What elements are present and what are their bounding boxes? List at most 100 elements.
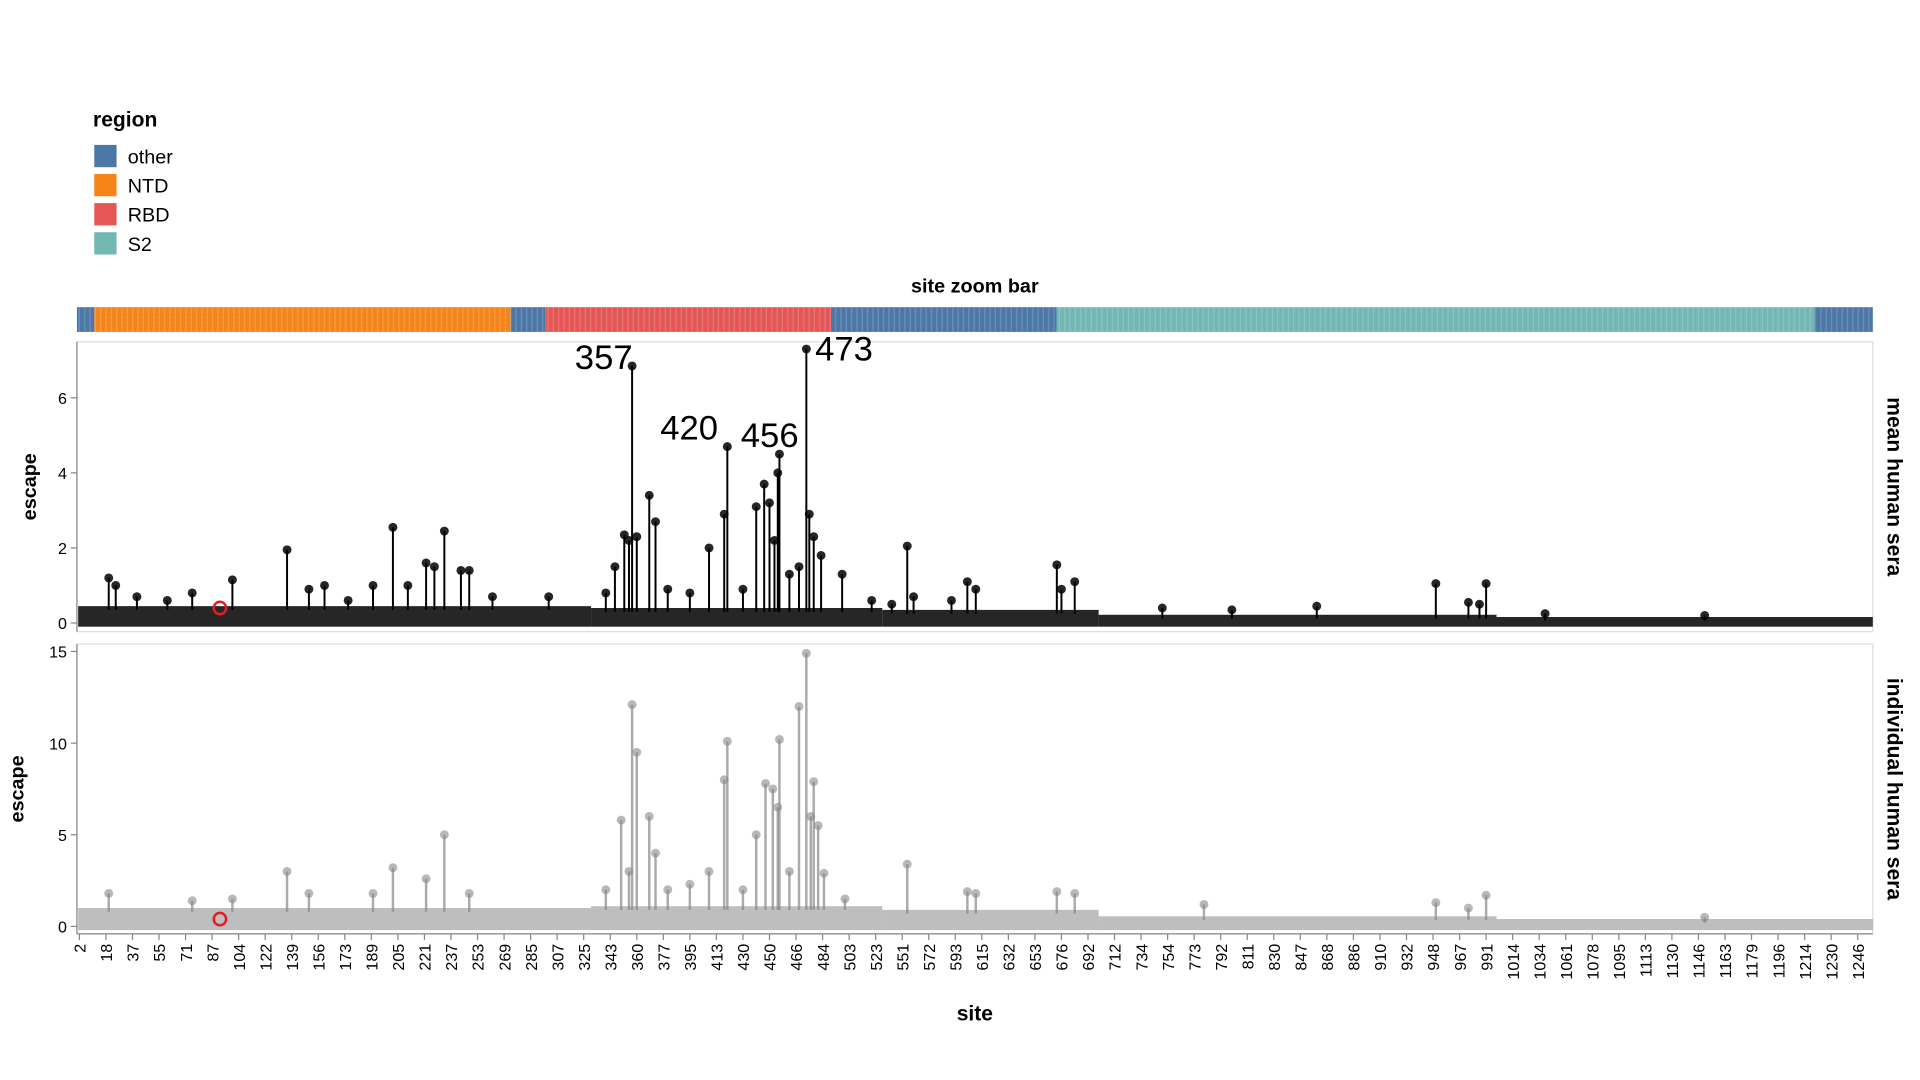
site-100-point[interactable] bbox=[227, 575, 237, 585]
site-395-point[interactable] bbox=[685, 879, 695, 889]
site-520-point[interactable] bbox=[867, 596, 877, 605]
site-440-point[interactable] bbox=[751, 502, 761, 512]
site-248-point[interactable] bbox=[464, 565, 474, 575]
site-473-point[interactable] bbox=[801, 344, 811, 354]
site-610-point[interactable] bbox=[971, 584, 981, 594]
site-248-point[interactable] bbox=[464, 888, 474, 898]
site-456-point[interactable] bbox=[774, 449, 784, 459]
site-473-point[interactable] bbox=[801, 648, 811, 658]
site-100-point[interactable] bbox=[227, 894, 237, 904]
site-202-point[interactable] bbox=[388, 863, 398, 873]
site-395-point[interactable] bbox=[685, 588, 695, 598]
site-190-point[interactable] bbox=[368, 580, 378, 590]
site-610-point[interactable] bbox=[971, 888, 981, 898]
site-468-point[interactable] bbox=[794, 702, 804, 711]
site-150-point[interactable] bbox=[304, 584, 314, 594]
site-357-point[interactable] bbox=[627, 361, 637, 371]
site-991-point[interactable] bbox=[1481, 579, 1491, 589]
site-447-point[interactable] bbox=[761, 778, 770, 788]
site-350-point[interactable] bbox=[616, 815, 626, 825]
site-478-point[interactable] bbox=[809, 532, 819, 542]
site-222-point[interactable] bbox=[421, 874, 431, 884]
site-211-point[interactable] bbox=[403, 580, 413, 590]
site-950-point[interactable] bbox=[1431, 579, 1441, 589]
site-462-point[interactable] bbox=[784, 569, 794, 579]
site-478-point[interactable] bbox=[809, 777, 819, 787]
site-75-point[interactable] bbox=[187, 896, 197, 906]
site-452-point[interactable] bbox=[768, 784, 778, 794]
site-468-point[interactable] bbox=[794, 562, 804, 572]
site-975-point[interactable] bbox=[1463, 903, 1473, 913]
site-420-point[interactable] bbox=[722, 736, 732, 746]
site-136-point[interactable] bbox=[282, 866, 292, 876]
site-20-point[interactable] bbox=[104, 888, 114, 898]
site-233-point[interactable] bbox=[439, 830, 449, 840]
site-357-point[interactable] bbox=[627, 700, 637, 710]
site-481-point[interactable] bbox=[813, 821, 823, 831]
legend-item-other[interactable]: other bbox=[94, 144, 173, 169]
site-985-point[interactable] bbox=[1475, 599, 1484, 609]
site-430-point[interactable] bbox=[738, 885, 748, 895]
site-20-point[interactable] bbox=[104, 573, 114, 583]
site-991-point[interactable] bbox=[1481, 890, 1491, 900]
site-603-point[interactable] bbox=[962, 577, 972, 587]
site-485-point[interactable] bbox=[819, 868, 829, 878]
site-222-point[interactable] bbox=[421, 558, 431, 568]
site-346-point[interactable] bbox=[610, 562, 620, 572]
site-456-point[interactable] bbox=[774, 734, 784, 744]
site-150-point[interactable] bbox=[304, 888, 314, 898]
site-75-point[interactable] bbox=[187, 588, 197, 598]
site-372-point[interactable] bbox=[651, 517, 660, 527]
site-555-point[interactable] bbox=[902, 541, 912, 551]
site-300-point[interactable] bbox=[544, 592, 554, 602]
site-408-point[interactable] bbox=[704, 866, 714, 876]
site-420-point[interactable] bbox=[722, 442, 732, 452]
site-560-point[interactable] bbox=[909, 592, 919, 602]
legend-item-rbd[interactable]: RBD bbox=[94, 203, 170, 227]
site-175-point[interactable] bbox=[343, 596, 353, 605]
site-446-point[interactable] bbox=[759, 479, 769, 489]
site-60-point[interactable] bbox=[162, 596, 172, 605]
site-483-point[interactable] bbox=[816, 550, 826, 560]
site-860-point[interactable] bbox=[1312, 601, 1322, 611]
site-233-point[interactable] bbox=[439, 526, 449, 536]
site-950-point[interactable] bbox=[1431, 898, 1441, 908]
site-160-point[interactable] bbox=[320, 580, 329, 590]
site-684-point[interactable] bbox=[1070, 888, 1080, 898]
site-450-point[interactable] bbox=[765, 498, 774, 508]
site-780-point[interactable] bbox=[1199, 899, 1209, 909]
site-136-point[interactable] bbox=[282, 545, 292, 555]
site-440-point[interactable] bbox=[751, 830, 761, 840]
site-1040-point[interactable] bbox=[1540, 609, 1550, 619]
site-800-point[interactable] bbox=[1227, 605, 1237, 615]
site-1150-point[interactable] bbox=[1700, 912, 1710, 922]
site-372-point[interactable] bbox=[651, 848, 660, 858]
site-340-point[interactable] bbox=[601, 588, 611, 598]
site-368-point[interactable] bbox=[644, 490, 654, 500]
site-zoom-bar[interactable] bbox=[76, 307, 1873, 332]
legend-item-ntd[interactable]: NTD bbox=[94, 174, 168, 198]
site-380-point[interactable] bbox=[663, 584, 673, 594]
site-500-point[interactable] bbox=[840, 894, 850, 904]
site-243-point[interactable] bbox=[456, 565, 466, 575]
highlighted-site-marker[interactable] bbox=[212, 600, 228, 616]
site-672-point[interactable] bbox=[1052, 560, 1062, 570]
site-360-point[interactable] bbox=[632, 747, 642, 757]
site-368-point[interactable] bbox=[644, 811, 654, 821]
legend-item-s2[interactable]: S2 bbox=[94, 232, 152, 256]
site-555-point[interactable] bbox=[902, 859, 912, 869]
site-40-point[interactable] bbox=[132, 592, 142, 602]
site-603-point[interactable] bbox=[962, 887, 972, 897]
site-676-point[interactable] bbox=[1056, 584, 1066, 594]
site-202-point[interactable] bbox=[388, 522, 398, 532]
site-430-point[interactable] bbox=[738, 584, 748, 594]
site-453-point[interactable] bbox=[770, 535, 779, 545]
site-462-point[interactable] bbox=[784, 866, 794, 876]
site-750-point[interactable] bbox=[1157, 603, 1167, 613]
site-1150-point[interactable] bbox=[1700, 611, 1710, 620]
site-190-point[interactable] bbox=[368, 888, 378, 898]
site-380-point[interactable] bbox=[663, 885, 673, 895]
site-498-point[interactable] bbox=[837, 569, 847, 579]
site-262-point[interactable] bbox=[488, 592, 497, 602]
site-360-point[interactable] bbox=[632, 532, 642, 542]
